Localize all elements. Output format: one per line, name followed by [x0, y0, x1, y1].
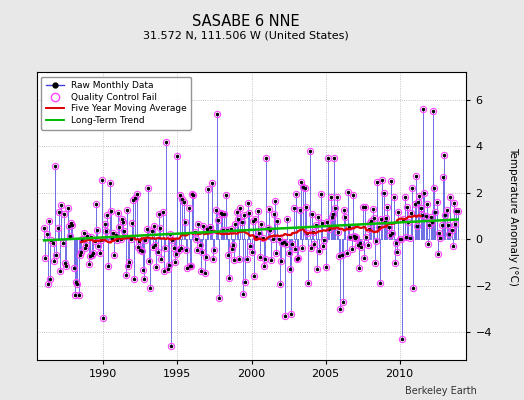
Text: SASABE 6 NNE: SASABE 6 NNE — [192, 14, 300, 29]
Y-axis label: Temperature Anomaly (°C): Temperature Anomaly (°C) — [509, 146, 519, 286]
Legend: Raw Monthly Data, Quality Control Fail, Five Year Moving Average, Long-Term Tren: Raw Monthly Data, Quality Control Fail, … — [41, 76, 191, 130]
Text: 31.572 N, 111.506 W (United States): 31.572 N, 111.506 W (United States) — [144, 30, 349, 40]
Text: Berkeley Earth: Berkeley Earth — [405, 386, 477, 396]
